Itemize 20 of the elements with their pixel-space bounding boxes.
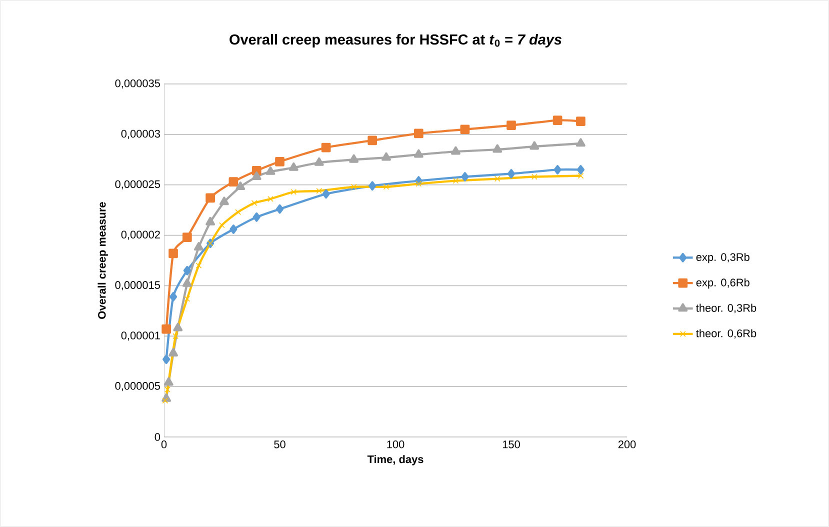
x-tick-label: 200 xyxy=(618,440,636,448)
chart-title: Overall creep measures for HSSFC at t$_{0}$ = 7 days xyxy=(230,34,562,48)
y-tick-label: 0,000025 xyxy=(115,180,160,190)
y-tick-label: 0,00003 xyxy=(121,130,160,139)
x-axis-title: Time, days xyxy=(367,455,424,466)
y-tick-label: 0,000035 xyxy=(115,79,160,89)
y-tick-label: 0,000015 xyxy=(115,281,160,290)
x-tick-label: 100 xyxy=(387,440,404,448)
x-tick-label: 50 xyxy=(274,440,286,448)
x-tick-label: 0 xyxy=(161,440,167,448)
y-tick-label: 0,00002 xyxy=(121,230,160,240)
y-tick-label: 0,00001 xyxy=(121,332,160,341)
legend-label: exp. 0,3Rb xyxy=(696,252,750,264)
y-axis-title: Overall creep measure xyxy=(98,202,108,319)
legend-label: exp. 0,6Rb xyxy=(696,278,750,289)
x-tick-label: 150 xyxy=(502,440,520,448)
legend-label: theor. 0,3Rb xyxy=(696,304,756,314)
y-tick-label: 0 xyxy=(154,433,160,441)
legend-label: theor. 0,6Rb xyxy=(696,329,756,339)
y-tick-label: 0,000005 xyxy=(115,382,160,392)
